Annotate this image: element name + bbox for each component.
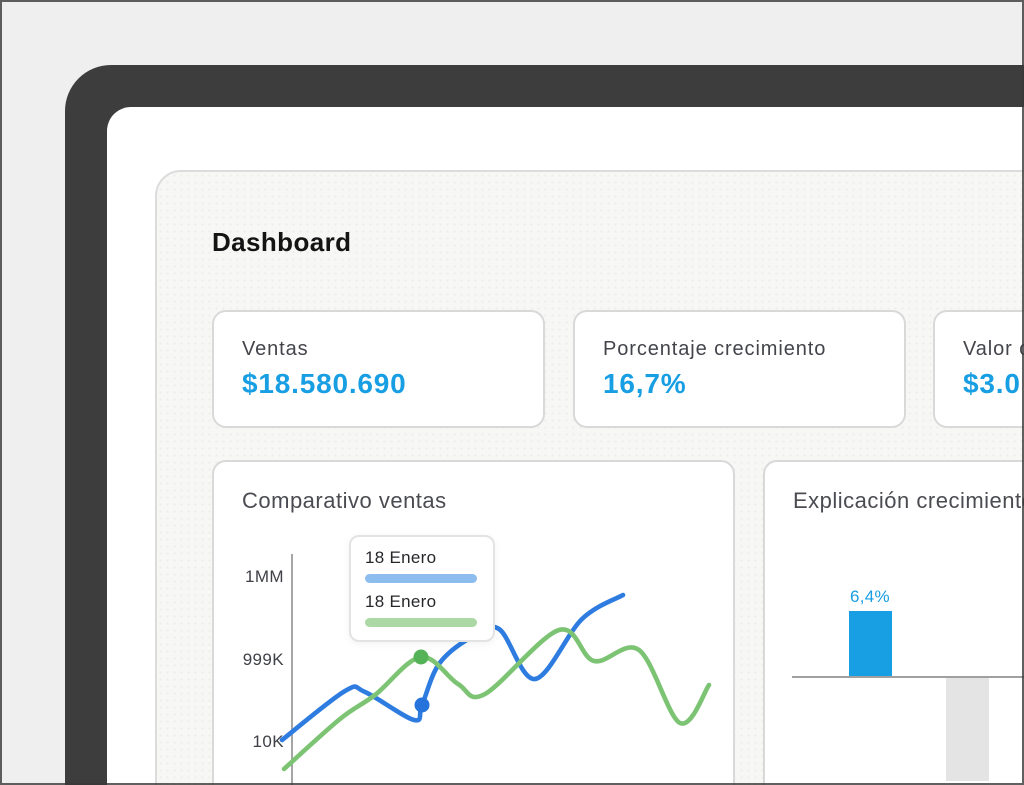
stat-card-ventas: Ventas $18.580.690: [212, 310, 545, 428]
y-axis-tick: 10K: [252, 732, 284, 751]
bar-chart[interactable]: 6,4%-10,2%: [765, 462, 1024, 785]
tooltip-row: 18 Enero: [365, 548, 479, 583]
bar-value-label: 6,4%: [850, 587, 890, 606]
line-chart-svg[interactable]: [214, 462, 737, 785]
line-chart[interactable]: 1MM 999K 10K 18 Enero 18 Enero: [214, 462, 733, 785]
tooltip-series-swatch-green: [365, 618, 477, 627]
y-axis-tick: 999K: [242, 650, 284, 669]
stat-value: $3.0: [963, 368, 1021, 399]
page-title: Dashboard: [212, 227, 352, 257]
tooltip-row: 18 Enero: [365, 592, 479, 627]
tooltip-series-swatch-blue: [365, 574, 477, 583]
stat-card-porcentaje: Porcentaje crecimiento 16,7%: [573, 310, 906, 428]
bar-negative[interactable]: [945, 678, 989, 781]
stat-label: Ventas: [242, 338, 309, 360]
stat-label: Valor c: [963, 338, 1024, 360]
chart-tooltip: 18 Enero 18 Enero: [349, 535, 495, 642]
x-axis-line: [792, 676, 1024, 678]
bar-positive[interactable]: [848, 611, 892, 676]
growth-chart-card: Explicación crecimiento 6,4%-10,2%: [763, 460, 1024, 785]
tooltip-series-label: 18 Enero: [365, 548, 437, 567]
stat-label: Porcentaje crecimiento: [603, 338, 827, 360]
y-axis-tick: 1MM: [245, 567, 284, 586]
tooltip-series-label: 18 Enero: [365, 592, 437, 611]
sales-chart-card: Comparativo ventas 1MM 999K 10K 18 Enero…: [212, 460, 735, 785]
stat-card-valor: Valor c $3.0: [933, 310, 1024, 428]
sales-chart-title: Comparativo ventas: [242, 488, 447, 513]
stat-value: 16,7%: [603, 368, 687, 399]
growth-chart-title: Explicación crecimiento: [793, 488, 1024, 513]
stat-value: $18.580.690: [242, 368, 407, 399]
